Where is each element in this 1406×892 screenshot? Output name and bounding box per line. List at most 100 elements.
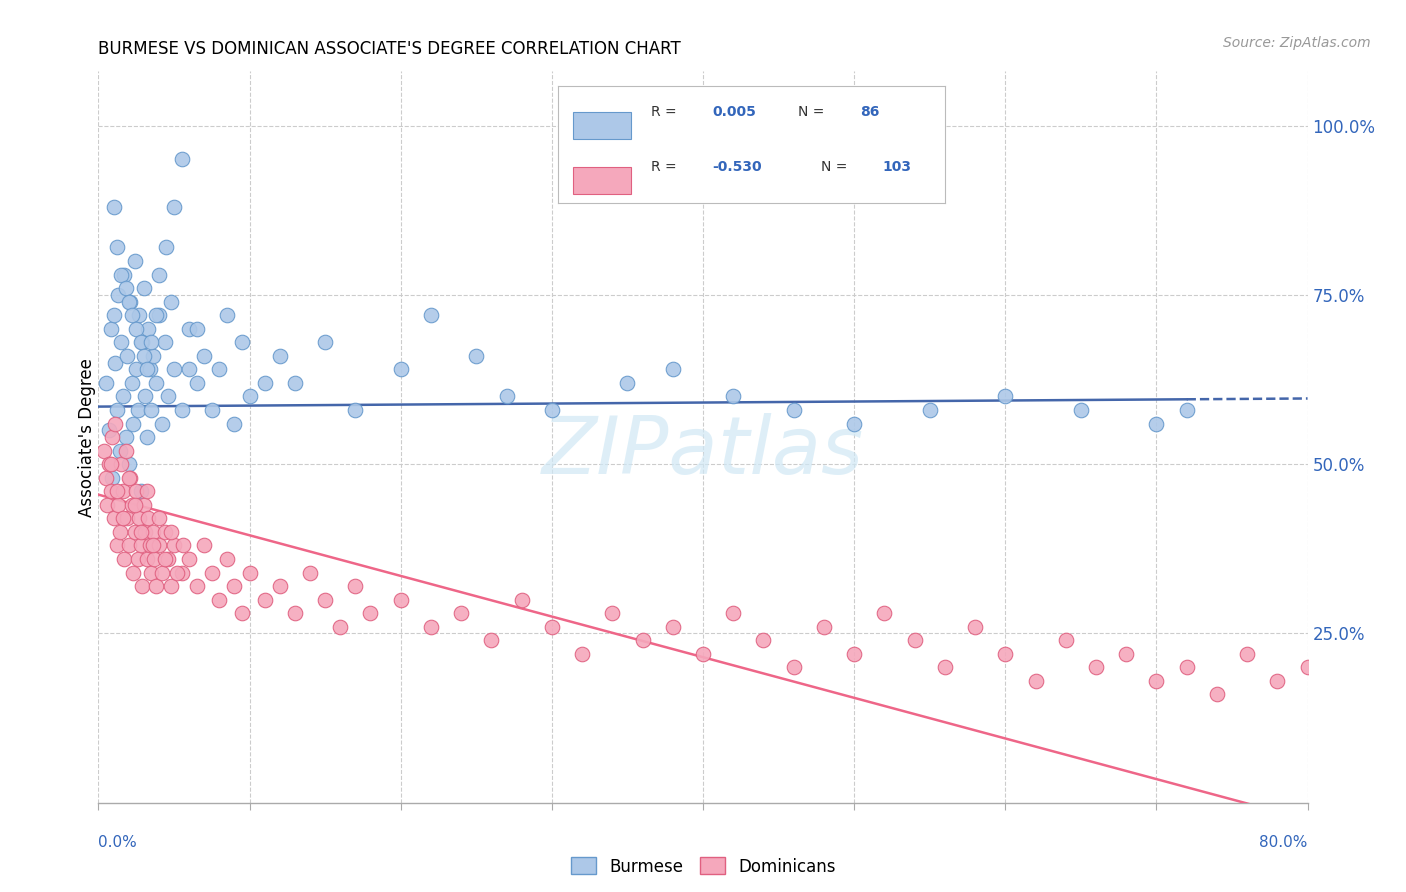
Point — [153, 552, 176, 566]
Point — [284, 376, 307, 390]
Point — [145, 376, 167, 390]
Point — [148, 511, 170, 525]
Point — [142, 524, 165, 539]
Point — [101, 430, 124, 444]
Point — [419, 308, 441, 322]
Point — [118, 538, 141, 552]
Text: BURMESE VS DOMINICAN ASSOCIATE'S DEGREE CORRELATION CHART: BURMESE VS DOMINICAN ASSOCIATE'S DEGREE … — [98, 40, 681, 58]
Point — [177, 322, 201, 336]
Point — [721, 389, 744, 403]
Point — [125, 484, 148, 499]
Point — [269, 349, 291, 363]
Point — [163, 362, 186, 376]
Point — [752, 633, 775, 648]
Point — [253, 592, 276, 607]
Point — [129, 335, 152, 350]
Point — [177, 552, 201, 566]
Point — [904, 633, 927, 648]
Point — [132, 349, 155, 363]
Point — [101, 471, 124, 485]
Point — [186, 322, 208, 336]
Point — [105, 240, 128, 254]
Point — [104, 417, 127, 431]
Point — [495, 389, 517, 403]
Point — [314, 592, 336, 607]
Point — [120, 471, 142, 485]
Point — [139, 538, 162, 552]
Point — [128, 511, 150, 525]
Point — [1054, 633, 1077, 648]
Point — [131, 335, 153, 350]
Point — [1070, 403, 1092, 417]
Point — [253, 376, 276, 390]
Point — [114, 430, 136, 444]
Point — [918, 403, 941, 417]
Point — [284, 606, 307, 620]
Point — [110, 268, 132, 282]
Point — [114, 443, 136, 458]
Point — [145, 308, 167, 322]
Point — [148, 538, 170, 552]
Point — [112, 552, 135, 566]
Point — [1115, 647, 1137, 661]
Point — [108, 443, 131, 458]
Point — [94, 471, 117, 485]
Point — [122, 417, 145, 431]
Point — [121, 376, 143, 390]
Text: ZIPatlas: ZIPatlas — [541, 413, 865, 491]
Point — [201, 403, 224, 417]
Point — [141, 335, 163, 350]
Point — [201, 566, 224, 580]
Point — [94, 376, 117, 390]
Point — [131, 579, 153, 593]
Point — [994, 389, 1017, 403]
Point — [134, 524, 156, 539]
Point — [481, 633, 503, 648]
Point — [136, 511, 159, 525]
Point — [1144, 673, 1167, 688]
Point — [571, 647, 593, 661]
Point — [156, 552, 179, 566]
Point — [208, 362, 231, 376]
Point — [141, 566, 163, 580]
Point — [1175, 403, 1198, 417]
Point — [389, 362, 412, 376]
Text: Source: ZipAtlas.com: Source: ZipAtlas.com — [1223, 36, 1371, 50]
Point — [132, 281, 155, 295]
Point — [389, 592, 412, 607]
Point — [108, 524, 131, 539]
Point — [115, 349, 138, 363]
Point — [239, 566, 262, 580]
Point — [166, 566, 188, 580]
Point — [465, 349, 488, 363]
Point — [873, 606, 896, 620]
Point — [124, 498, 146, 512]
Point — [631, 633, 654, 648]
Point — [153, 524, 176, 539]
Point — [132, 498, 155, 512]
Point — [1265, 673, 1288, 688]
Point — [135, 362, 157, 376]
Point — [127, 403, 149, 417]
Point — [98, 457, 121, 471]
Legend: Burmese, Dominicans: Burmese, Dominicans — [564, 851, 842, 882]
Point — [104, 355, 127, 369]
Point — [135, 552, 157, 566]
Point — [107, 288, 129, 302]
Point — [231, 606, 253, 620]
Point — [160, 294, 183, 309]
Point — [111, 511, 134, 525]
Point — [114, 281, 136, 295]
Point — [129, 538, 152, 552]
Point — [170, 566, 193, 580]
Point — [118, 471, 141, 485]
Point — [344, 403, 367, 417]
Point — [105, 403, 128, 417]
Point — [121, 308, 143, 322]
Point — [224, 579, 246, 593]
Point — [602, 606, 624, 620]
Point — [616, 376, 638, 390]
Point — [269, 579, 291, 593]
Point — [419, 620, 441, 634]
Point — [124, 254, 146, 268]
